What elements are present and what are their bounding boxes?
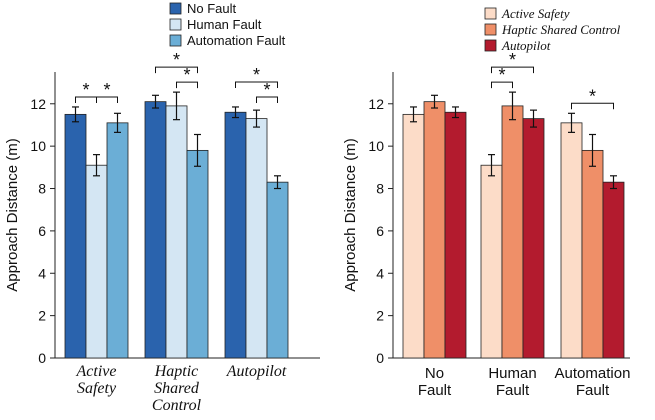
bar	[64, 113, 87, 359]
y-tick-label: 4	[38, 265, 46, 281]
category-label: Control	[152, 397, 202, 414]
y-axis-title: Approach Distance (m)	[342, 138, 359, 291]
y-tick-label: 2	[38, 308, 46, 324]
bar	[522, 118, 545, 359]
significance-bracket	[96, 96, 118, 103]
significance-star: *	[183, 65, 190, 85]
category-label: Autopilot	[226, 363, 287, 380]
legend-label: Active Safety	[501, 6, 570, 21]
category-label: Automation	[555, 365, 631, 382]
legend-label: Autopilot	[501, 38, 551, 53]
category-label: Fault	[496, 382, 530, 399]
significance-bracket	[571, 102, 614, 110]
y-tick-label: 6	[38, 223, 46, 239]
category-label: Human	[488, 365, 536, 382]
y-tick-label: 8	[38, 181, 46, 197]
bar	[85, 164, 108, 359]
significance-bracket	[491, 81, 513, 89]
bar	[560, 122, 583, 359]
y-tick-label: 2	[376, 308, 384, 324]
bar	[245, 118, 268, 359]
legend-label: Automation Fault	[187, 33, 286, 48]
bar	[423, 101, 446, 359]
bar	[444, 111, 467, 359]
bar	[224, 111, 247, 359]
significance-star: *	[103, 80, 110, 100]
significance-bracket	[176, 81, 198, 89]
y-tick-label: 12	[368, 96, 384, 112]
y-tick-label: 10	[30, 138, 46, 154]
legend-label: Haptic Shared Control	[501, 22, 621, 37]
significance-star: *	[253, 65, 260, 85]
bar	[602, 181, 625, 359]
significance-star: *	[82, 80, 89, 100]
significance-bracket	[235, 81, 278, 88]
y-tick-label: 0	[38, 350, 46, 366]
bar	[165, 105, 188, 359]
significance-star: *	[173, 50, 180, 70]
significance-bracket	[155, 66, 198, 74]
significance-star: *	[263, 80, 270, 100]
y-tick-label: 10	[368, 138, 384, 154]
legend-swatch	[484, 7, 497, 20]
y-tick-label: 0	[376, 350, 384, 366]
significance-star: *	[509, 50, 516, 70]
legend-swatch	[169, 18, 182, 31]
bar	[402, 113, 425, 359]
significance-bracket	[256, 96, 278, 103]
category-label: Safety	[77, 380, 117, 397]
legend-swatch	[169, 34, 182, 47]
category-label: Fault	[418, 382, 452, 399]
category-label: Haptic	[154, 363, 199, 380]
y-tick-label: 12	[30, 96, 46, 112]
bar	[106, 122, 129, 359]
y-tick-label: 8	[376, 181, 384, 197]
bar	[266, 181, 289, 359]
legend-swatch	[484, 23, 497, 36]
legend-swatch	[484, 39, 497, 52]
bar	[501, 105, 524, 359]
category-label: Fault	[576, 382, 610, 399]
significance-star: *	[589, 86, 596, 106]
category-label: Shared	[154, 380, 200, 397]
significance-bracket	[491, 66, 534, 74]
category-label: Active	[76, 363, 117, 380]
bar	[186, 149, 209, 359]
bar	[480, 164, 503, 359]
bar	[144, 101, 167, 359]
bar	[581, 149, 604, 359]
y-axis-title: Approach Distance (m)	[4, 138, 21, 291]
y-tick-label: 6	[376, 223, 384, 239]
legend-label: No Fault	[187, 1, 237, 16]
category-label: No	[425, 365, 444, 382]
legend-swatch	[169, 2, 182, 15]
y-tick-label: 4	[376, 265, 384, 281]
significance-star: *	[498, 65, 505, 85]
legend-label: Human Fault	[187, 17, 262, 32]
